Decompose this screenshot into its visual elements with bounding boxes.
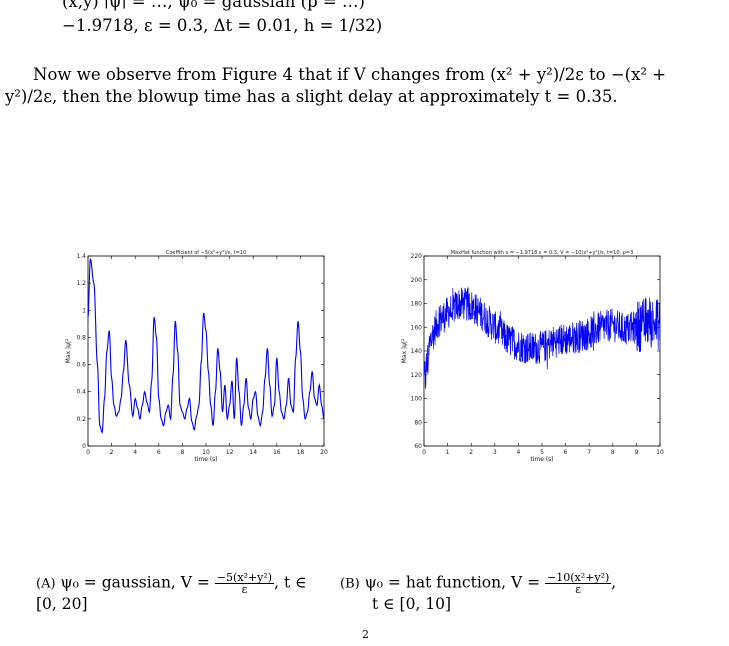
caption-b-tail: , bbox=[611, 573, 617, 592]
chart-title: MaxHat function with s = −1.9718 ε = 0.3… bbox=[451, 250, 634, 256]
x-tick-label: 8 bbox=[180, 449, 184, 456]
y-tick-label: 220 bbox=[411, 253, 423, 260]
y-tick-label: 0.8 bbox=[76, 334, 86, 341]
figure-a-plot: Coefficient of −5(x²+y²)/ε, t=100 2 4 6 8 10 1… bbox=[65, 250, 328, 463]
x-tick-label: 16 bbox=[273, 449, 281, 456]
x-tick-label: 3 bbox=[493, 449, 497, 456]
x-tick-label: 2 bbox=[469, 449, 473, 456]
caption-b: (B) ψ₀ = hat function, V = −10(x²+y²) ε, bbox=[340, 572, 616, 595]
caption-a-fraction: −5(x²+y²) ε bbox=[214, 571, 275, 596]
y-tick-label: 60 bbox=[414, 443, 422, 450]
caption-b-label: (B) bbox=[340, 576, 360, 592]
y-tick-label: 0.2 bbox=[76, 416, 86, 423]
figure-b-plot: MaxHat function with s = −1.9718 ε = 0.3… bbox=[401, 250, 664, 463]
x-axis-label: time (s) bbox=[530, 456, 553, 463]
footer-fragment: 2 bbox=[362, 628, 369, 641]
y-tick-label: 80 bbox=[414, 419, 422, 426]
y-tick-label: 0 bbox=[82, 443, 86, 450]
chart-title: Coefficient of −5(x²+y²)/ε, t=10 bbox=[166, 250, 246, 256]
caption-b-fraction: −10(x²+y²) ε bbox=[545, 571, 612, 596]
caption-b-line-2: t ∈ [0, 10] bbox=[372, 595, 452, 613]
x-tick-label: 6 bbox=[157, 449, 161, 456]
caption-b-denominator: ε bbox=[575, 583, 581, 596]
plot-frame bbox=[423, 255, 661, 447]
y-tick-label: 100 bbox=[411, 396, 423, 403]
y-tick-label: 1 bbox=[82, 307, 86, 314]
y-tick-label: 180 bbox=[411, 301, 423, 308]
x-tick-label: 20 bbox=[320, 449, 328, 456]
x-tick-label: 5 bbox=[540, 449, 544, 456]
y-axis-label: Max |ψ|² bbox=[65, 338, 72, 363]
x-tick-label: 8 bbox=[611, 449, 615, 456]
y-tick-label: 200 bbox=[411, 277, 423, 284]
caption-b-text: ψ₀ = hat function, V = bbox=[364, 573, 546, 592]
y-tick-label: 0.6 bbox=[76, 362, 86, 369]
x-tick-label: 0 bbox=[86, 449, 90, 456]
parameter-line: −1.9718, ε = 0.3, Δt = 0.01, h = 1/32) bbox=[62, 16, 383, 35]
x-tick-label: 14 bbox=[249, 449, 257, 456]
caption-a-denominator: ε bbox=[241, 583, 248, 596]
x-tick-label: 2 bbox=[110, 449, 114, 456]
y-axis-label: Max |ψ|² bbox=[401, 338, 408, 363]
y-tick-label: 1.2 bbox=[76, 280, 86, 287]
x-tick-label: 6 bbox=[564, 449, 568, 456]
y-tick-label: 120 bbox=[411, 372, 423, 379]
caption-b-numerator: −10(x²+y²) bbox=[545, 571, 612, 584]
y-tick-label: 140 bbox=[411, 348, 423, 355]
y-tick-label: 1.4 bbox=[76, 253, 86, 260]
x-tick-label: 10 bbox=[202, 449, 210, 456]
x-tick-label: 10 bbox=[656, 449, 664, 456]
x-tick-label: 7 bbox=[587, 449, 591, 456]
x-tick-label: 0 bbox=[422, 449, 426, 456]
y-tick-label: 0.4 bbox=[76, 389, 86, 396]
x-tick-label: 1 bbox=[446, 449, 450, 456]
x-tick-label: 18 bbox=[297, 449, 305, 456]
caption-a: (A) ψ₀ = gaussian, V = −5(x²+y²) ε, t ∈ bbox=[36, 572, 307, 595]
x-tick-label: 4 bbox=[516, 449, 520, 456]
caption-a-line-2: [0, 20] bbox=[36, 595, 88, 613]
paragraph-line-1: Now we observe from Figure 4 that if V c… bbox=[33, 65, 667, 84]
cut-off-text-line: (x,y) ∣ψ∣ = …, ψ₀ = gaussian (p = …) bbox=[62, 0, 365, 11]
y-tick-label: 160 bbox=[411, 324, 423, 331]
caption-a-label: (A) bbox=[36, 576, 56, 592]
paragraph-line-2: y²)/2ε, then the blowup time has a sligh… bbox=[5, 87, 618, 106]
x-tick-label: 9 bbox=[634, 449, 638, 456]
plot-frame bbox=[87, 255, 325, 447]
x-axis-label: time (s) bbox=[194, 456, 217, 463]
caption-a-numerator: −5(x²+y²) bbox=[214, 571, 275, 584]
x-tick-label: 4 bbox=[133, 449, 137, 456]
caption-a-tail: , t ∈ bbox=[274, 573, 307, 592]
x-tick-label: 12 bbox=[226, 449, 234, 456]
series-line bbox=[87, 258, 325, 434]
caption-a-text: ψ₀ = gaussian, V = bbox=[60, 573, 215, 592]
series-line bbox=[423, 287, 661, 389]
